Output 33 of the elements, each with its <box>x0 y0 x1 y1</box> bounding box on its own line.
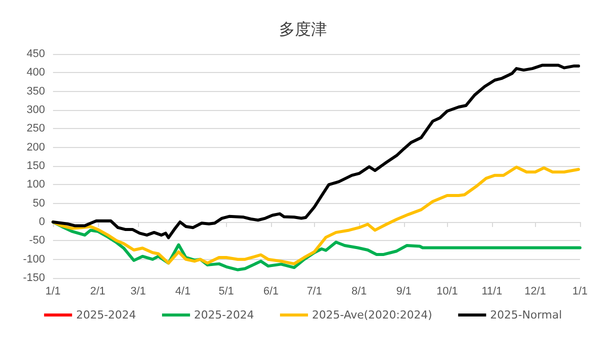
x-tick-label: 2/1 <box>90 286 106 298</box>
x-tick-label: 3/1 <box>130 286 146 298</box>
x-tick-label: 7/1 <box>306 286 322 298</box>
y-tick-label: 350 <box>26 85 45 98</box>
legend-label: 2025-2024 <box>76 308 136 322</box>
line-series <box>52 64 580 240</box>
x-tick-label: 9/1 <box>396 286 412 298</box>
x-tick-label: 8/1 <box>351 286 367 298</box>
y-tick-label: -50 <box>29 234 45 247</box>
legend-label: 2025-Normal <box>490 308 562 322</box>
y-tick-label: 0 <box>38 216 45 228</box>
x-tick-label: 5/1 <box>218 286 234 298</box>
x-tick-label: 11/1 <box>482 286 502 298</box>
x-tick-label: 4/1 <box>175 286 191 298</box>
y-tick-label: 50 <box>32 197 45 210</box>
chart-title: 多度津 <box>279 20 327 38</box>
y-tick-label: 200 <box>26 141 45 154</box>
line-series <box>52 166 580 266</box>
y-tick-label: 100 <box>26 178 45 191</box>
y-tick-label: 250 <box>26 122 45 135</box>
x-tick-label: 6/1 <box>263 286 279 298</box>
y-tick-label: 400 <box>26 66 45 79</box>
x-tick-label: 10/1 <box>436 286 458 298</box>
legend-label: 2025-Ave(2020:2024) <box>312 308 432 322</box>
y-tick-label: 150 <box>26 160 45 172</box>
x-tick-label: 1/1 <box>572 286 588 298</box>
x-tick-label: 12/1 <box>524 286 546 298</box>
y-tick-label: 450 <box>26 48 45 60</box>
x-tick-label: 1/1 <box>45 286 61 298</box>
y-tick-label: -100 <box>22 253 45 266</box>
legend-label: 2025-2024 <box>194 308 254 322</box>
y-tick-label: 300 <box>26 104 45 116</box>
y-tick-label: -150 <box>22 272 45 284</box>
